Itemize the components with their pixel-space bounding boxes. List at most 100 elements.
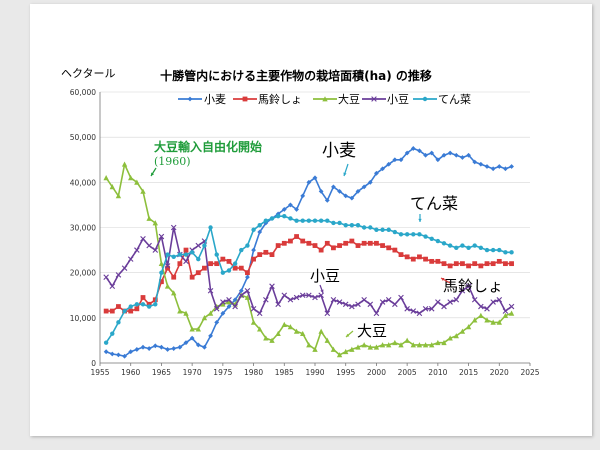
data-point (337, 220, 342, 226)
data-point (109, 283, 116, 290)
data-point (263, 249, 269, 255)
data-point (103, 274, 109, 280)
x-tick-label: 1965 (152, 368, 171, 377)
data-point (183, 252, 189, 257)
annotation-label: 小豆 (310, 267, 340, 285)
data-point (490, 247, 496, 253)
data-point (374, 227, 379, 232)
data-point (398, 342, 404, 348)
y-tick-label: 0 (91, 359, 96, 368)
data-point (103, 308, 109, 314)
annotation-arrow (418, 214, 422, 222)
data-point (300, 218, 305, 223)
data-point (429, 150, 435, 156)
data-point (324, 310, 331, 317)
data-point (159, 344, 164, 350)
legend-item: 小麦 (178, 93, 226, 106)
data-point (103, 349, 109, 355)
annotation-label: 小麦 (322, 141, 356, 161)
y-tick-label: 40,000 (70, 178, 96, 187)
data-point (343, 193, 349, 199)
data-point (207, 310, 214, 316)
data-point (158, 260, 165, 267)
data-point (116, 304, 121, 309)
data-point (349, 238, 355, 244)
data-point (183, 247, 189, 253)
y-tick-label: 10,000 (70, 314, 96, 323)
series-4 (103, 224, 515, 317)
x-tick-label: 2000 (367, 368, 386, 377)
data-point (404, 306, 410, 312)
data-point (484, 261, 490, 267)
data-point (367, 179, 373, 185)
data-point (214, 261, 220, 267)
data-point (361, 240, 367, 246)
data-point (509, 261, 514, 267)
data-point (374, 170, 379, 176)
x-tick-label: 2010 (428, 368, 447, 377)
data-point (288, 216, 293, 221)
data-point (318, 247, 324, 253)
data-point (392, 229, 398, 235)
data-point (146, 301, 152, 307)
data-point (417, 254, 422, 260)
data-point (140, 188, 146, 194)
data-point (269, 337, 275, 343)
legend: 小麦 馬鈴しょ 大豆 小豆 てん菜 (178, 92, 471, 106)
data-point (202, 265, 207, 271)
data-point (336, 299, 343, 305)
data-point (324, 337, 330, 343)
data-point (208, 261, 213, 267)
data-point (257, 326, 263, 332)
data-point (177, 252, 183, 257)
data-point (140, 236, 146, 242)
data-point (367, 344, 373, 350)
data-point (177, 308, 183, 314)
data-point (361, 342, 367, 348)
data-point (459, 328, 466, 334)
data-point (465, 324, 472, 330)
series-2 (103, 234, 514, 314)
data-point (503, 250, 508, 255)
data-point (121, 161, 128, 167)
data-point (128, 349, 134, 355)
legend-marker (187, 96, 193, 102)
data-point (502, 308, 509, 314)
data-point (416, 342, 423, 348)
data-point (257, 223, 262, 228)
data-point (484, 247, 490, 253)
x-tick-label: 1955 (90, 368, 109, 377)
data-point (454, 245, 459, 251)
data-point (159, 279, 164, 285)
data-point (429, 236, 434, 241)
data-point (269, 216, 275, 221)
x-tick-label: 2015 (459, 368, 478, 377)
x-tick-label: 2025 (520, 368, 539, 377)
annotation-label: 大豆輸入自由化開始 (154, 139, 262, 154)
data-point (472, 261, 478, 267)
data-point (410, 342, 416, 348)
data-point (251, 227, 256, 232)
data-point (337, 188, 342, 194)
data-point (109, 351, 115, 357)
data-point (343, 223, 348, 228)
data-point (374, 240, 379, 246)
annotation-arrow (150, 167, 157, 177)
data-point (361, 296, 367, 303)
data-point (380, 227, 385, 232)
data-point (367, 240, 373, 246)
data-point (177, 261, 183, 267)
x-tick-label: 2020 (490, 368, 509, 377)
data-point (398, 232, 404, 237)
data-point (429, 258, 435, 264)
data-point (503, 261, 508, 267)
data-point (250, 306, 257, 312)
data-point (281, 321, 287, 328)
data-point (159, 270, 164, 275)
data-point (263, 296, 269, 303)
area-chart-svg: 十勝管内における主要作物の栽培面積(ha) の推移 ヘクタール 小麦 馬鈴しょ 大豆… (61, 67, 540, 377)
data-point (386, 227, 391, 232)
data-point (115, 272, 122, 278)
data-point (122, 353, 127, 359)
